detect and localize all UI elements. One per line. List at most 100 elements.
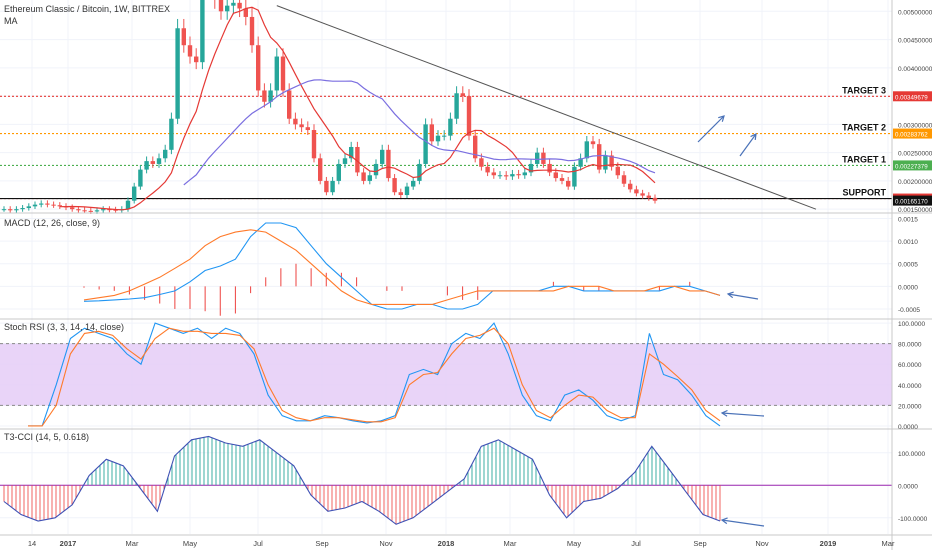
candle-body bbox=[603, 155, 608, 170]
candle-body bbox=[156, 158, 162, 164]
candle-body bbox=[615, 166, 620, 176]
price-tick-label: 0.00400000 bbox=[898, 66, 932, 73]
candle-body bbox=[497, 175, 503, 177]
candle-body bbox=[423, 124, 428, 164]
price-tick-label: 0.00450000 bbox=[898, 38, 932, 45]
candle-body bbox=[392, 178, 397, 193]
candle-body bbox=[398, 192, 403, 196]
candle-body bbox=[330, 180, 335, 193]
time-tick-label: Nov bbox=[379, 539, 393, 548]
candle-body bbox=[373, 163, 379, 176]
candle-body bbox=[454, 93, 459, 119]
macd-arrow-head bbox=[726, 291, 734, 299]
candle-body bbox=[163, 149, 168, 159]
candle-body bbox=[169, 118, 174, 150]
candle-body bbox=[256, 45, 261, 91]
level-price-text-0: 0.00349679 bbox=[895, 94, 928, 101]
candles bbox=[1, 0, 658, 214]
stoch-rsi-title[interactable]: Stoch RSI (3, 3, 14, 14, close) bbox=[4, 322, 124, 332]
candle-body bbox=[448, 118, 453, 136]
stoch-tick-label: 0.0000 bbox=[898, 424, 918, 431]
macd-tick-label: 0.0015 bbox=[898, 217, 918, 224]
t3-cci-pane[interactable] bbox=[0, 435, 892, 527]
macd-tick-label: 0.0000 bbox=[898, 284, 918, 291]
price-pane[interactable]: TARGET 3 TARGET 2 TARGET 1 SUPPORT bbox=[0, 0, 892, 214]
candle-body bbox=[652, 197, 658, 201]
candle-body bbox=[485, 166, 490, 173]
candle-body bbox=[522, 172, 527, 176]
candle-body bbox=[225, 5, 230, 12]
t3-cci-title[interactable]: T3-CCI (14, 5, 0.618) bbox=[4, 432, 89, 442]
cci-arrow-head bbox=[720, 517, 728, 525]
stoch-rsi-pane[interactable] bbox=[0, 322, 892, 427]
candle-body bbox=[262, 90, 267, 102]
cci-histogram bbox=[3, 436, 721, 525]
candle-body bbox=[479, 158, 484, 167]
candle-body bbox=[528, 163, 534, 173]
candle-body bbox=[1, 209, 7, 211]
candle-body bbox=[578, 158, 583, 167]
candle-body bbox=[299, 124, 304, 128]
cci-arrow-shaft bbox=[721, 519, 765, 527]
candle-body bbox=[70, 207, 75, 210]
stoch-band bbox=[0, 343, 892, 406]
level-price-tag-1 bbox=[893, 128, 932, 139]
candle-body bbox=[380, 149, 385, 164]
candle-body bbox=[311, 130, 317, 159]
cci-tick-label: 0.0000 bbox=[898, 483, 918, 490]
candle-body bbox=[76, 209, 81, 211]
candle-body bbox=[634, 189, 639, 194]
candle-body bbox=[566, 180, 571, 187]
level-label-1: TARGET 2 bbox=[842, 123, 886, 133]
candle-body bbox=[274, 56, 279, 91]
last-price-text: 0.00165170 bbox=[895, 199, 928, 206]
candle-body bbox=[324, 180, 329, 193]
candle-body bbox=[150, 161, 155, 164]
downtrend-line bbox=[276, 5, 817, 210]
candle-body bbox=[218, 0, 224, 12]
macd-tick-label: 0.0005 bbox=[898, 262, 918, 269]
price-axis[interactable]: 0.005000000.004500000.004000000.00350000… bbox=[893, 9, 932, 523]
candle-body bbox=[101, 209, 106, 211]
time-tick-label: 2019 bbox=[820, 539, 837, 548]
candle-body bbox=[243, 8, 248, 17]
time-tick-label: Nov bbox=[755, 539, 769, 548]
ma-indicator-label[interactable]: MA bbox=[4, 16, 18, 26]
candle-body bbox=[14, 209, 19, 211]
stoch-tick-label: 20.0000 bbox=[898, 403, 922, 410]
candle-body bbox=[349, 146, 354, 159]
candle-body bbox=[584, 141, 589, 159]
level-label-3: SUPPORT bbox=[842, 188, 886, 198]
candle-body bbox=[442, 135, 447, 137]
macd-pane[interactable] bbox=[83, 222, 759, 316]
candle-body bbox=[572, 166, 577, 187]
candle-body bbox=[107, 209, 112, 211]
level-price-text-1: 0.00283762 bbox=[895, 132, 928, 139]
time-tick-label: May bbox=[567, 539, 581, 548]
target-arrow-1-shaft bbox=[697, 115, 725, 143]
stoch-tick-label: 80.0000 bbox=[898, 342, 922, 349]
price-tick-label: 0.00250000 bbox=[898, 151, 932, 158]
time-tick-label: Jul bbox=[631, 539, 641, 548]
last-price-tag bbox=[893, 195, 932, 206]
candle-body bbox=[411, 180, 416, 187]
time-axis[interactable]: 14 2017 Mar May Jul Sep Nov 2018 Mar May Jul Sep Nov… bbox=[28, 539, 895, 548]
macd-title[interactable]: MACD (12, 26, close, 9) bbox=[4, 218, 100, 228]
stoch-arrow-shaft bbox=[721, 412, 765, 417]
candle-body bbox=[367, 175, 372, 181]
candle-body bbox=[336, 163, 341, 181]
candle-body bbox=[82, 210, 87, 212]
level-label-0: TARGET 3 bbox=[842, 85, 886, 95]
candle-body bbox=[640, 193, 645, 196]
candle-body bbox=[132, 186, 137, 201]
candle-body bbox=[113, 209, 118, 211]
candle-body bbox=[231, 2, 236, 6]
candle-body bbox=[88, 210, 93, 212]
candle-body bbox=[646, 195, 651, 198]
candle-body bbox=[32, 204, 38, 207]
candle-body bbox=[268, 90, 273, 102]
candle-body bbox=[590, 141, 596, 145]
